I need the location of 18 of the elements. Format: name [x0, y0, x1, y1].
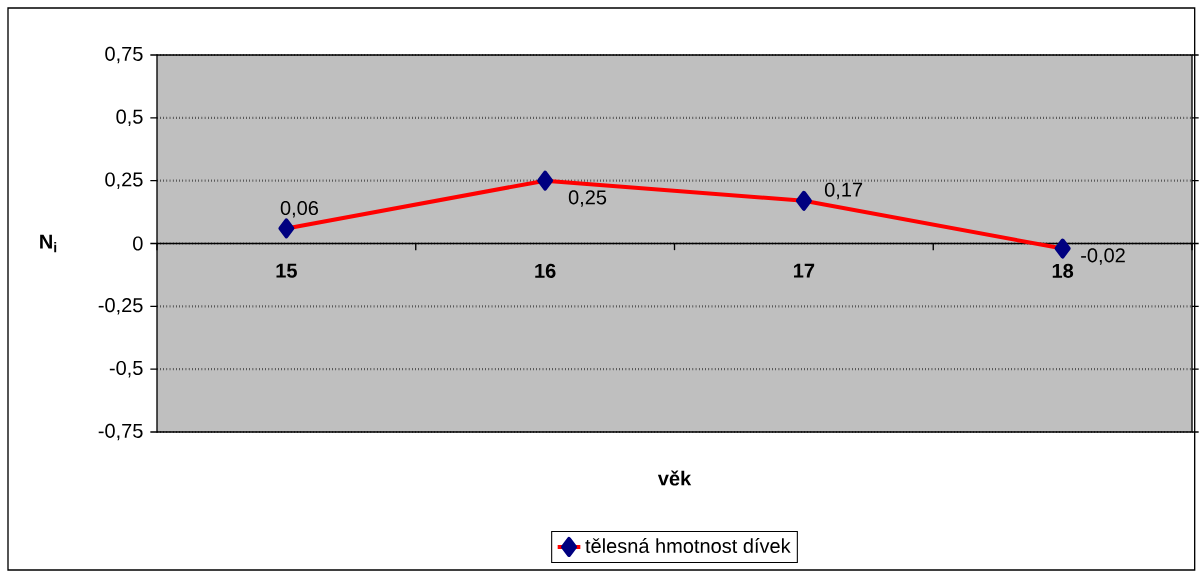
- y-tick-label: 0,5: [116, 109, 143, 127]
- y-tick-label: -0,25: [98, 298, 143, 315]
- y-tick-label: 0,25: [105, 172, 143, 189]
- legend-label: tělesná hmotnost dívek: [585, 538, 791, 554]
- data-label: 0,25: [568, 190, 607, 207]
- data-label: -0,02: [1081, 248, 1125, 265]
- y-tick-label: 0: [133, 236, 143, 251]
- x-tick-label: 16: [535, 263, 556, 278]
- x-tick-label: 15: [276, 263, 297, 278]
- x-axis-title: věk: [657, 470, 692, 486]
- y-tick-label: -0,75: [98, 423, 143, 441]
- x-tick-label: 17: [794, 263, 815, 278]
- y-axis-title: N$_{i}$: [40, 234, 57, 253]
- y-tick-label: -0,5: [109, 360, 143, 378]
- y-tick-label: 0,75: [105, 46, 143, 64]
- x-tick-label: 18: [1052, 263, 1074, 278]
- data-label: 0,06: [280, 200, 319, 218]
- data-label: 0,17: [824, 182, 863, 200]
